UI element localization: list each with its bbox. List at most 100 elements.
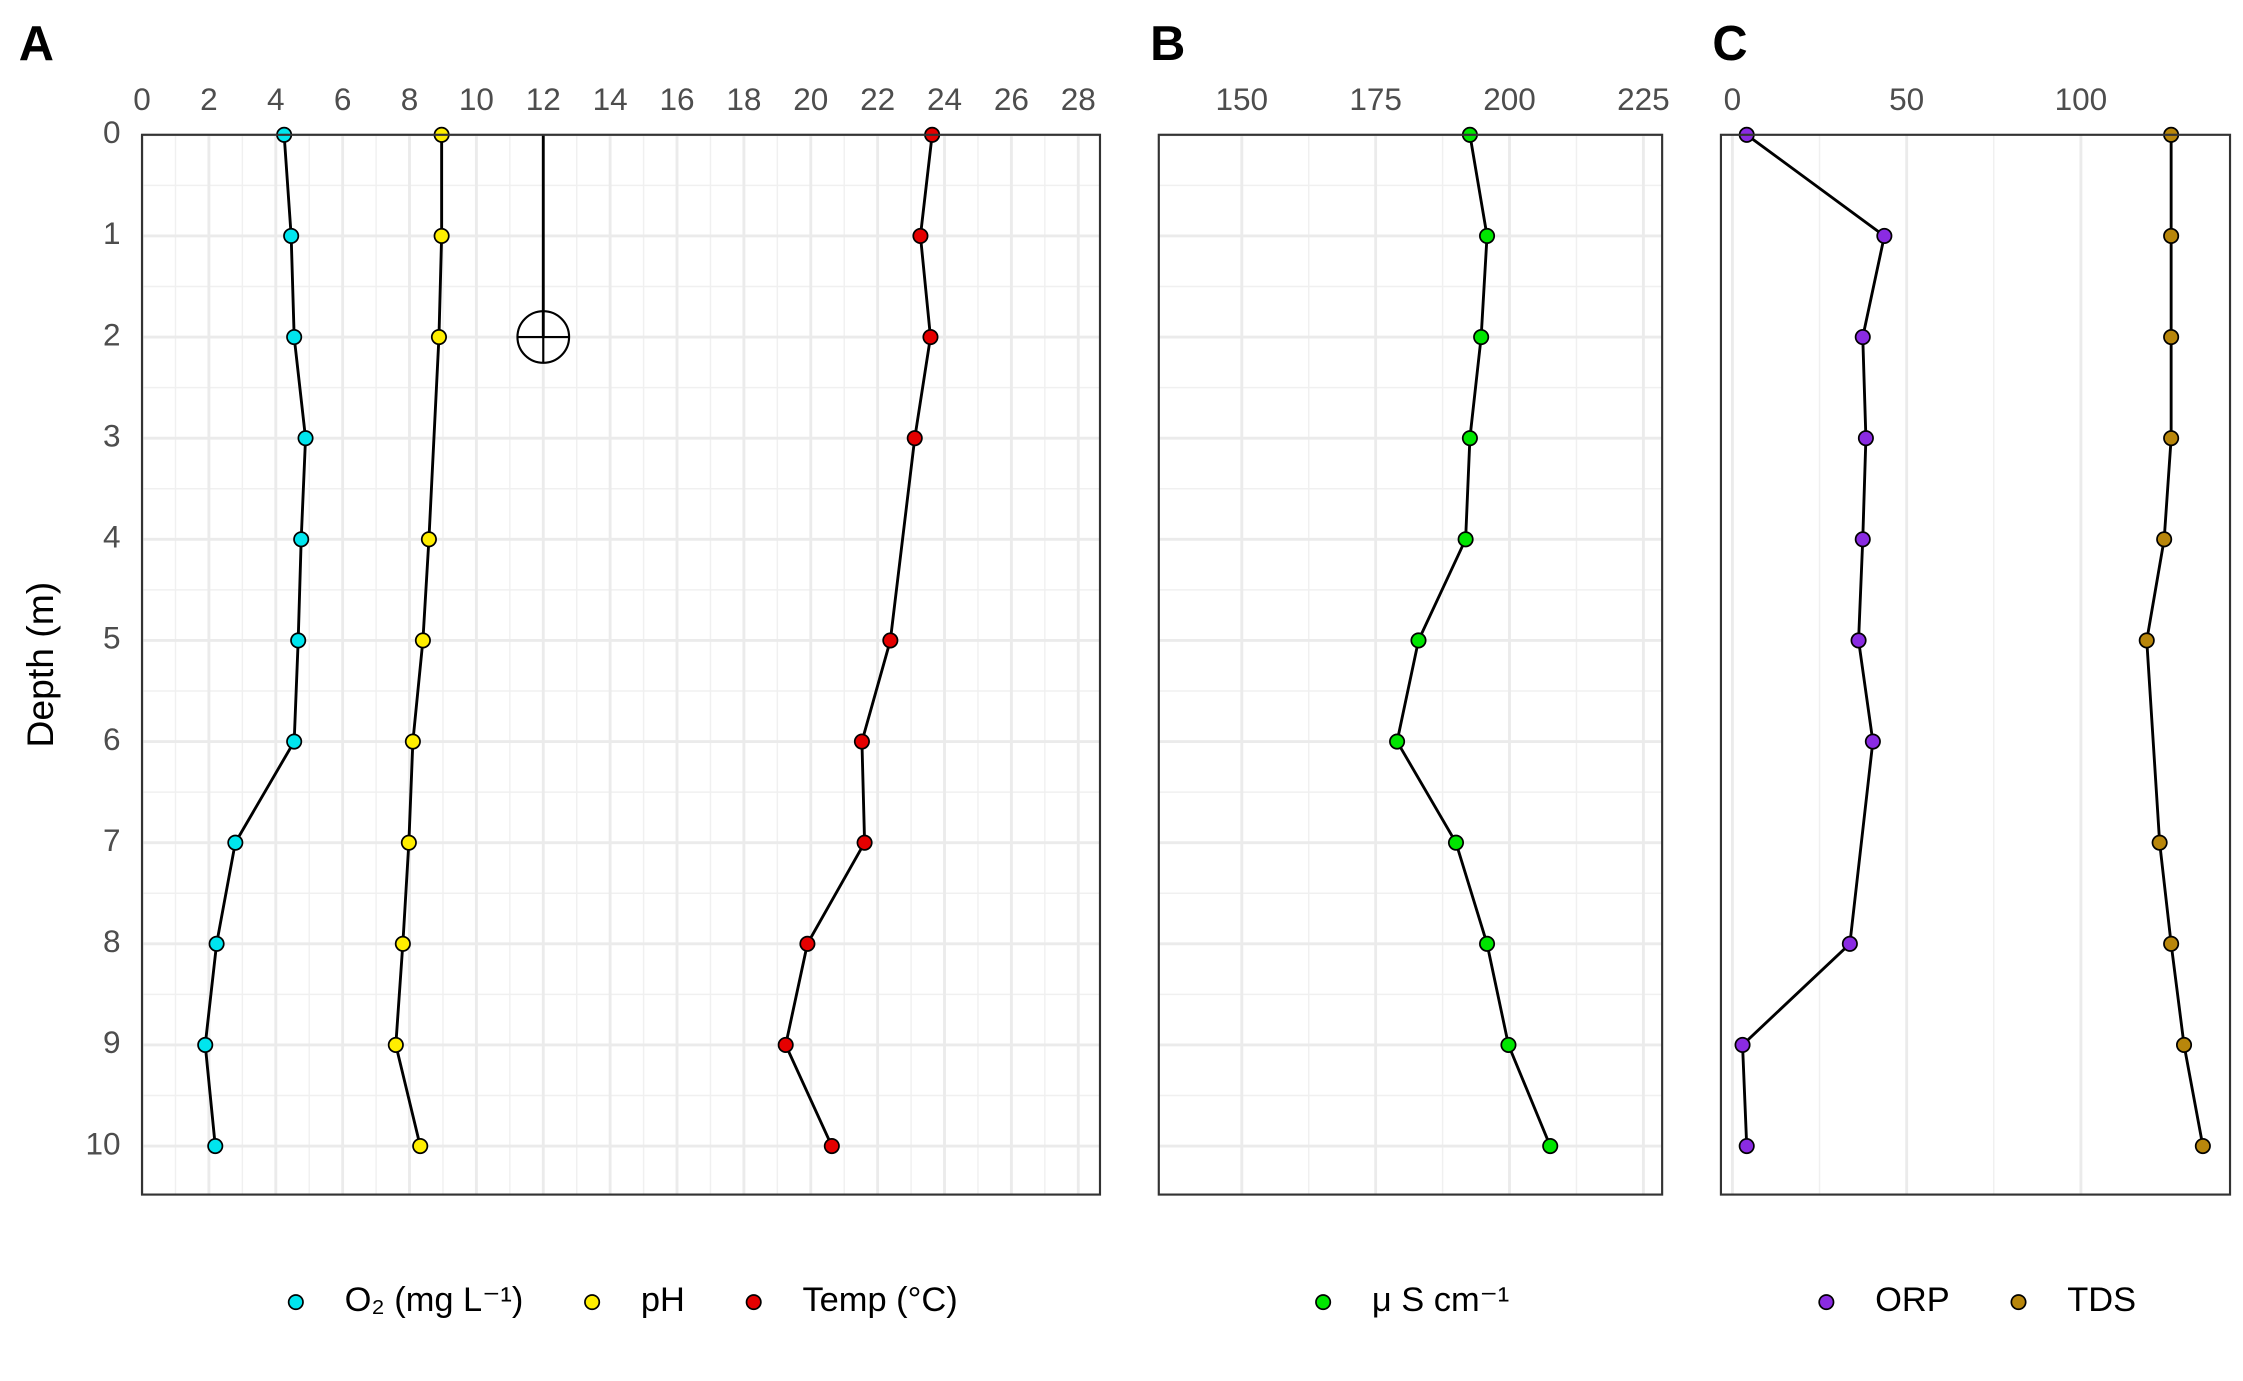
y-tick-label: 9 bbox=[103, 1024, 121, 1060]
series-line bbox=[784, 134, 934, 1147]
y-tick-label: 5 bbox=[103, 620, 121, 656]
legend-key bbox=[2010, 1294, 2027, 1311]
point bbox=[1876, 227, 1893, 244]
x-tick-label: 0 bbox=[1724, 81, 1742, 117]
x-tick-label: 24 bbox=[927, 81, 962, 117]
point bbox=[207, 1138, 224, 1155]
point bbox=[227, 834, 244, 851]
point bbox=[799, 935, 816, 952]
point bbox=[1854, 531, 1871, 548]
point bbox=[1854, 329, 1871, 346]
point bbox=[2176, 1036, 2193, 1053]
point bbox=[2156, 531, 2173, 548]
x-tick-label: 16 bbox=[659, 81, 694, 117]
point bbox=[404, 733, 421, 750]
point bbox=[1857, 430, 1874, 447]
y-tick-label: 3 bbox=[103, 417, 121, 453]
legend-label: O₂ (mg L⁻¹) bbox=[345, 1281, 524, 1319]
y-tick-label: 0 bbox=[103, 114, 121, 150]
point bbox=[430, 329, 447, 346]
y-tick-label: 8 bbox=[103, 923, 121, 959]
x-tick-label: 12 bbox=[526, 81, 561, 117]
series-line bbox=[1741, 133, 1886, 1147]
legend-key bbox=[1818, 1294, 1835, 1311]
point bbox=[1542, 1138, 1559, 1155]
legend-key bbox=[1315, 1294, 1332, 1311]
point bbox=[1473, 329, 1490, 346]
legend-key bbox=[287, 1294, 304, 1311]
y-tick-label: 6 bbox=[103, 721, 121, 757]
y-tick-label: 4 bbox=[103, 519, 121, 555]
point bbox=[286, 329, 303, 346]
y-tick-label: 7 bbox=[103, 822, 121, 858]
point bbox=[853, 733, 870, 750]
x-tick-label: 225 bbox=[1617, 81, 1670, 117]
legend-label: μ S cm⁻¹ bbox=[1372, 1281, 1509, 1319]
point bbox=[208, 935, 225, 952]
point bbox=[286, 733, 303, 750]
x-tick-label: 28 bbox=[1061, 81, 1096, 117]
x-tick-label: 20 bbox=[793, 81, 828, 117]
y-tick-label: 10 bbox=[85, 1125, 120, 1161]
x-tick-label: 14 bbox=[593, 81, 628, 117]
point bbox=[1734, 1036, 1751, 1053]
point bbox=[2194, 1138, 2211, 1155]
point bbox=[1738, 1138, 1755, 1155]
point bbox=[197, 1036, 214, 1053]
point bbox=[2163, 227, 2180, 244]
point bbox=[1457, 531, 1474, 548]
x-tick-label: 200 bbox=[1483, 81, 1536, 117]
point bbox=[394, 935, 411, 952]
point bbox=[420, 531, 437, 548]
x-tick-label: 2 bbox=[200, 81, 218, 117]
point bbox=[414, 632, 431, 649]
legend-label: ORP bbox=[1875, 1281, 1950, 1319]
panel-frame bbox=[1719, 133, 2232, 1196]
legend-key bbox=[745, 1294, 762, 1311]
legend-label: TDS bbox=[2067, 1281, 2136, 1319]
x-tick-label: 175 bbox=[1349, 81, 1402, 117]
point bbox=[283, 227, 300, 244]
x-tick-label: 0 bbox=[133, 81, 151, 117]
series-line bbox=[2145, 134, 2205, 1147]
point bbox=[906, 430, 923, 447]
point bbox=[2163, 329, 2180, 346]
x-tick-label: 18 bbox=[726, 81, 761, 117]
point bbox=[777, 1036, 794, 1053]
point bbox=[293, 531, 310, 548]
point bbox=[400, 834, 417, 851]
series-line bbox=[394, 134, 444, 1147]
point bbox=[2163, 430, 2180, 447]
legend: μ S cm⁻¹ bbox=[1315, 1281, 1509, 1319]
point bbox=[1500, 1036, 1517, 1053]
point bbox=[856, 834, 873, 851]
panel-frame bbox=[1157, 133, 1664, 1196]
point bbox=[1461, 430, 1478, 447]
point bbox=[912, 227, 929, 244]
point bbox=[1479, 935, 1496, 952]
panel-frame bbox=[140, 133, 1102, 1196]
x-tick-label: 8 bbox=[401, 81, 419, 117]
point bbox=[1447, 834, 1465, 851]
y-tick-label: 1 bbox=[103, 215, 121, 251]
x-tick-label: 100 bbox=[2055, 81, 2108, 117]
point bbox=[412, 1138, 429, 1155]
point bbox=[1864, 733, 1881, 750]
point bbox=[1479, 227, 1496, 244]
legend: ORP TDS bbox=[1818, 1281, 2136, 1319]
point bbox=[1841, 935, 1858, 952]
y-axis-title: Depth (m) bbox=[19, 582, 61, 748]
x-tick-label: 4 bbox=[267, 81, 285, 117]
point bbox=[2138, 632, 2155, 649]
point bbox=[1410, 632, 1427, 649]
y-tick-label: 2 bbox=[103, 316, 121, 352]
panel-letter: B bbox=[1150, 17, 1185, 71]
x-tick-label: 6 bbox=[334, 81, 352, 117]
point bbox=[433, 227, 450, 244]
x-tick-label: 10 bbox=[459, 81, 494, 117]
point bbox=[922, 329, 939, 346]
point bbox=[387, 1036, 404, 1053]
x-tick-label: 26 bbox=[994, 81, 1029, 117]
point bbox=[2163, 935, 2180, 952]
